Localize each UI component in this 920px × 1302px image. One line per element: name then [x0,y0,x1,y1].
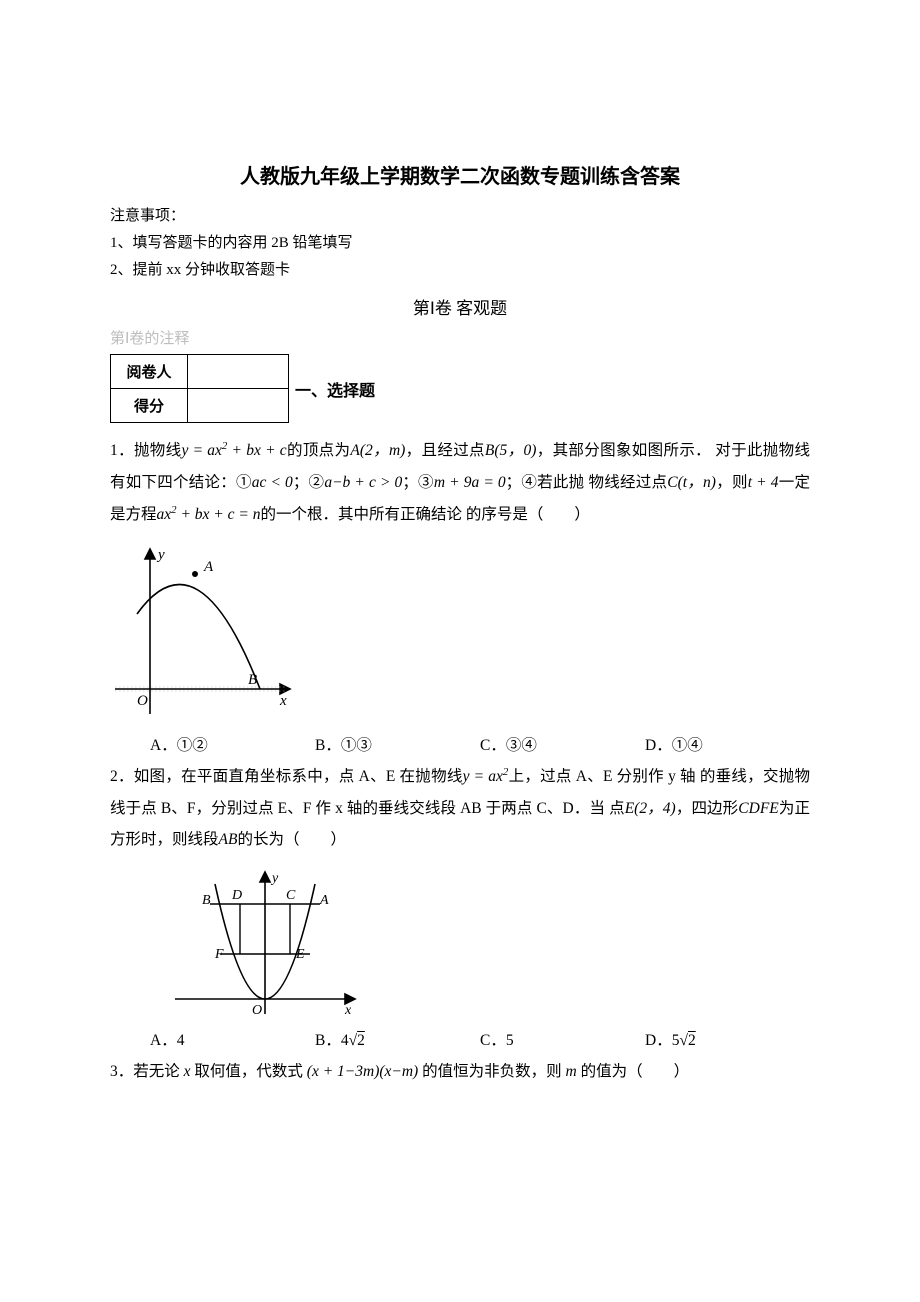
opt-d-lead: D．5 [645,1032,679,1049]
reviewer-label: 阅卷人 [111,355,188,389]
notes-heading: 注意事项： [110,203,810,230]
svg-text:x: x [279,693,287,709]
note-2: 2、提前 xx 分钟收取答题卡 [110,257,810,284]
figure-1: A B O x y [110,539,810,729]
svg-text:B: B [248,672,257,688]
table-row: 得分 [111,389,289,423]
svg-text:O: O [137,693,148,709]
opt-d-rad: 2 [688,1032,696,1049]
opt-b-rad: 2 [357,1032,365,1049]
q3-x: x [184,1063,191,1080]
q1-C: C(t，n) [667,474,716,491]
q2-text: 的长为（ ） [237,831,346,848]
q3-text: 3．若无论 [110,1063,184,1080]
q3-text: 取何值，代数式 [191,1063,307,1080]
score-blank [188,389,289,423]
q3-m: m [565,1063,576,1080]
option-C: C．5 [480,1028,645,1050]
score-section: 阅卷人 得分 一、选择题 [110,354,810,423]
q1-expr: + bx + c [227,442,286,459]
q1-options: A．①② B．①③ C．③④ D．①④ [110,733,810,755]
page-title: 人教版九年级上学期数学二次函数专题训练含答案 [110,160,810,189]
svg-text:A: A [319,893,329,908]
q2-text: ，四边形 [676,800,739,817]
reviewer-blank [188,355,289,389]
q1-c1: ac < 0 [252,474,293,491]
opt-b-lead: B．4 [315,1032,349,1049]
q1-t4: t + 4 [748,474,779,491]
svg-text:y: y [270,871,279,886]
q1-text: 的序号是（ ） [466,506,590,523]
q2-text: 点 [609,800,625,817]
svg-text:C: C [286,888,296,903]
q2-options: A．4 B．4√2 C．5 D．5√2 [110,1028,810,1050]
svg-text:E: E [295,947,305,962]
svg-text:x: x [344,1003,352,1018]
option-B: B．①③ [315,733,480,755]
table-row: 阅卷人 [111,355,289,389]
q1-text: 的一个根．其中所有正确结论 [260,506,462,523]
q1-text: ；② [293,474,325,491]
question-3: 3．若无论 x 取何值，代数式 (x + 1−3m)(x−m) 的值恒为非负数，… [110,1056,810,1088]
svg-text:y: y [156,547,165,563]
q1-text: ；④若此抛 [506,474,585,491]
q1-c3: m + 9a = 0 [434,474,506,491]
q1-B: B(5，0) [485,442,536,459]
q1-text: 1．抛物线 [110,442,181,459]
figure-2: B A D C F E O x y [170,864,810,1024]
q1-text: ，其部分图象如图所示． [536,442,711,459]
q3-text: 的值为（ ） [577,1063,689,1080]
svg-text:B: B [202,893,211,908]
q1-text: ，且经过点 [405,442,485,459]
q2-CDFE: CDFE [738,800,778,817]
q2-E: E(2，4) [625,800,676,817]
part-header: 第Ⅰ卷 客观题 [110,294,810,319]
q3-text: 的值恒为非负数，则 [418,1063,565,1080]
question-1: 1．抛物线y = ax2 + bx + c的顶点为A(2，m)，且经过点B(5，… [110,435,810,531]
q1-text: ；③ [402,474,434,491]
q2-expr: y = ax [463,768,503,785]
score-label: 得分 [111,389,188,423]
q1-eq: + bx + c = n [177,506,261,523]
q1-expr: y = ax [181,442,221,459]
section-1-title: 一、选择题 [295,377,375,401]
part-note: 第Ⅰ卷的注释 [110,327,810,348]
svg-text:F: F [214,947,224,962]
option-C: C．③④ [480,733,645,755]
q1-text: 的顶点为 [287,442,351,459]
note-1: 1、填写答题卡的内容用 2B 铅笔填写 [110,230,810,257]
option-D: D．5√2 [645,1028,810,1050]
svg-text:D: D [231,888,242,903]
q1-c2: a−b + c > 0 [324,474,402,491]
option-A: A．4 [150,1028,315,1050]
option-D: D．①④ [645,733,810,755]
q3-expr: (x + 1−3m)(x−m) [307,1063,418,1080]
question-2: 2．如图，在平面直角坐标系中，点 A、E 在抛物线y = ax2上，过点 A、E… [110,761,810,856]
q1-eq: ax [157,506,172,523]
q2-text: 2．如图，在平面直角坐标系中，点 A、E 在抛物线 [110,768,463,785]
svg-text:A: A [203,559,214,575]
svg-text:O: O [252,1003,262,1018]
q2-text: 上，过点 A、E 分别作 y 轴 [508,768,695,785]
q1-text: ，则 [716,474,748,491]
option-B: B．4√2 [315,1028,480,1050]
score-table: 阅卷人 得分 [110,354,289,423]
option-A: A．①② [150,733,315,755]
q1-text: 物线经过点 [589,474,668,491]
q2-AB: AB [219,831,238,848]
q1-A: A(2，m) [350,442,405,459]
